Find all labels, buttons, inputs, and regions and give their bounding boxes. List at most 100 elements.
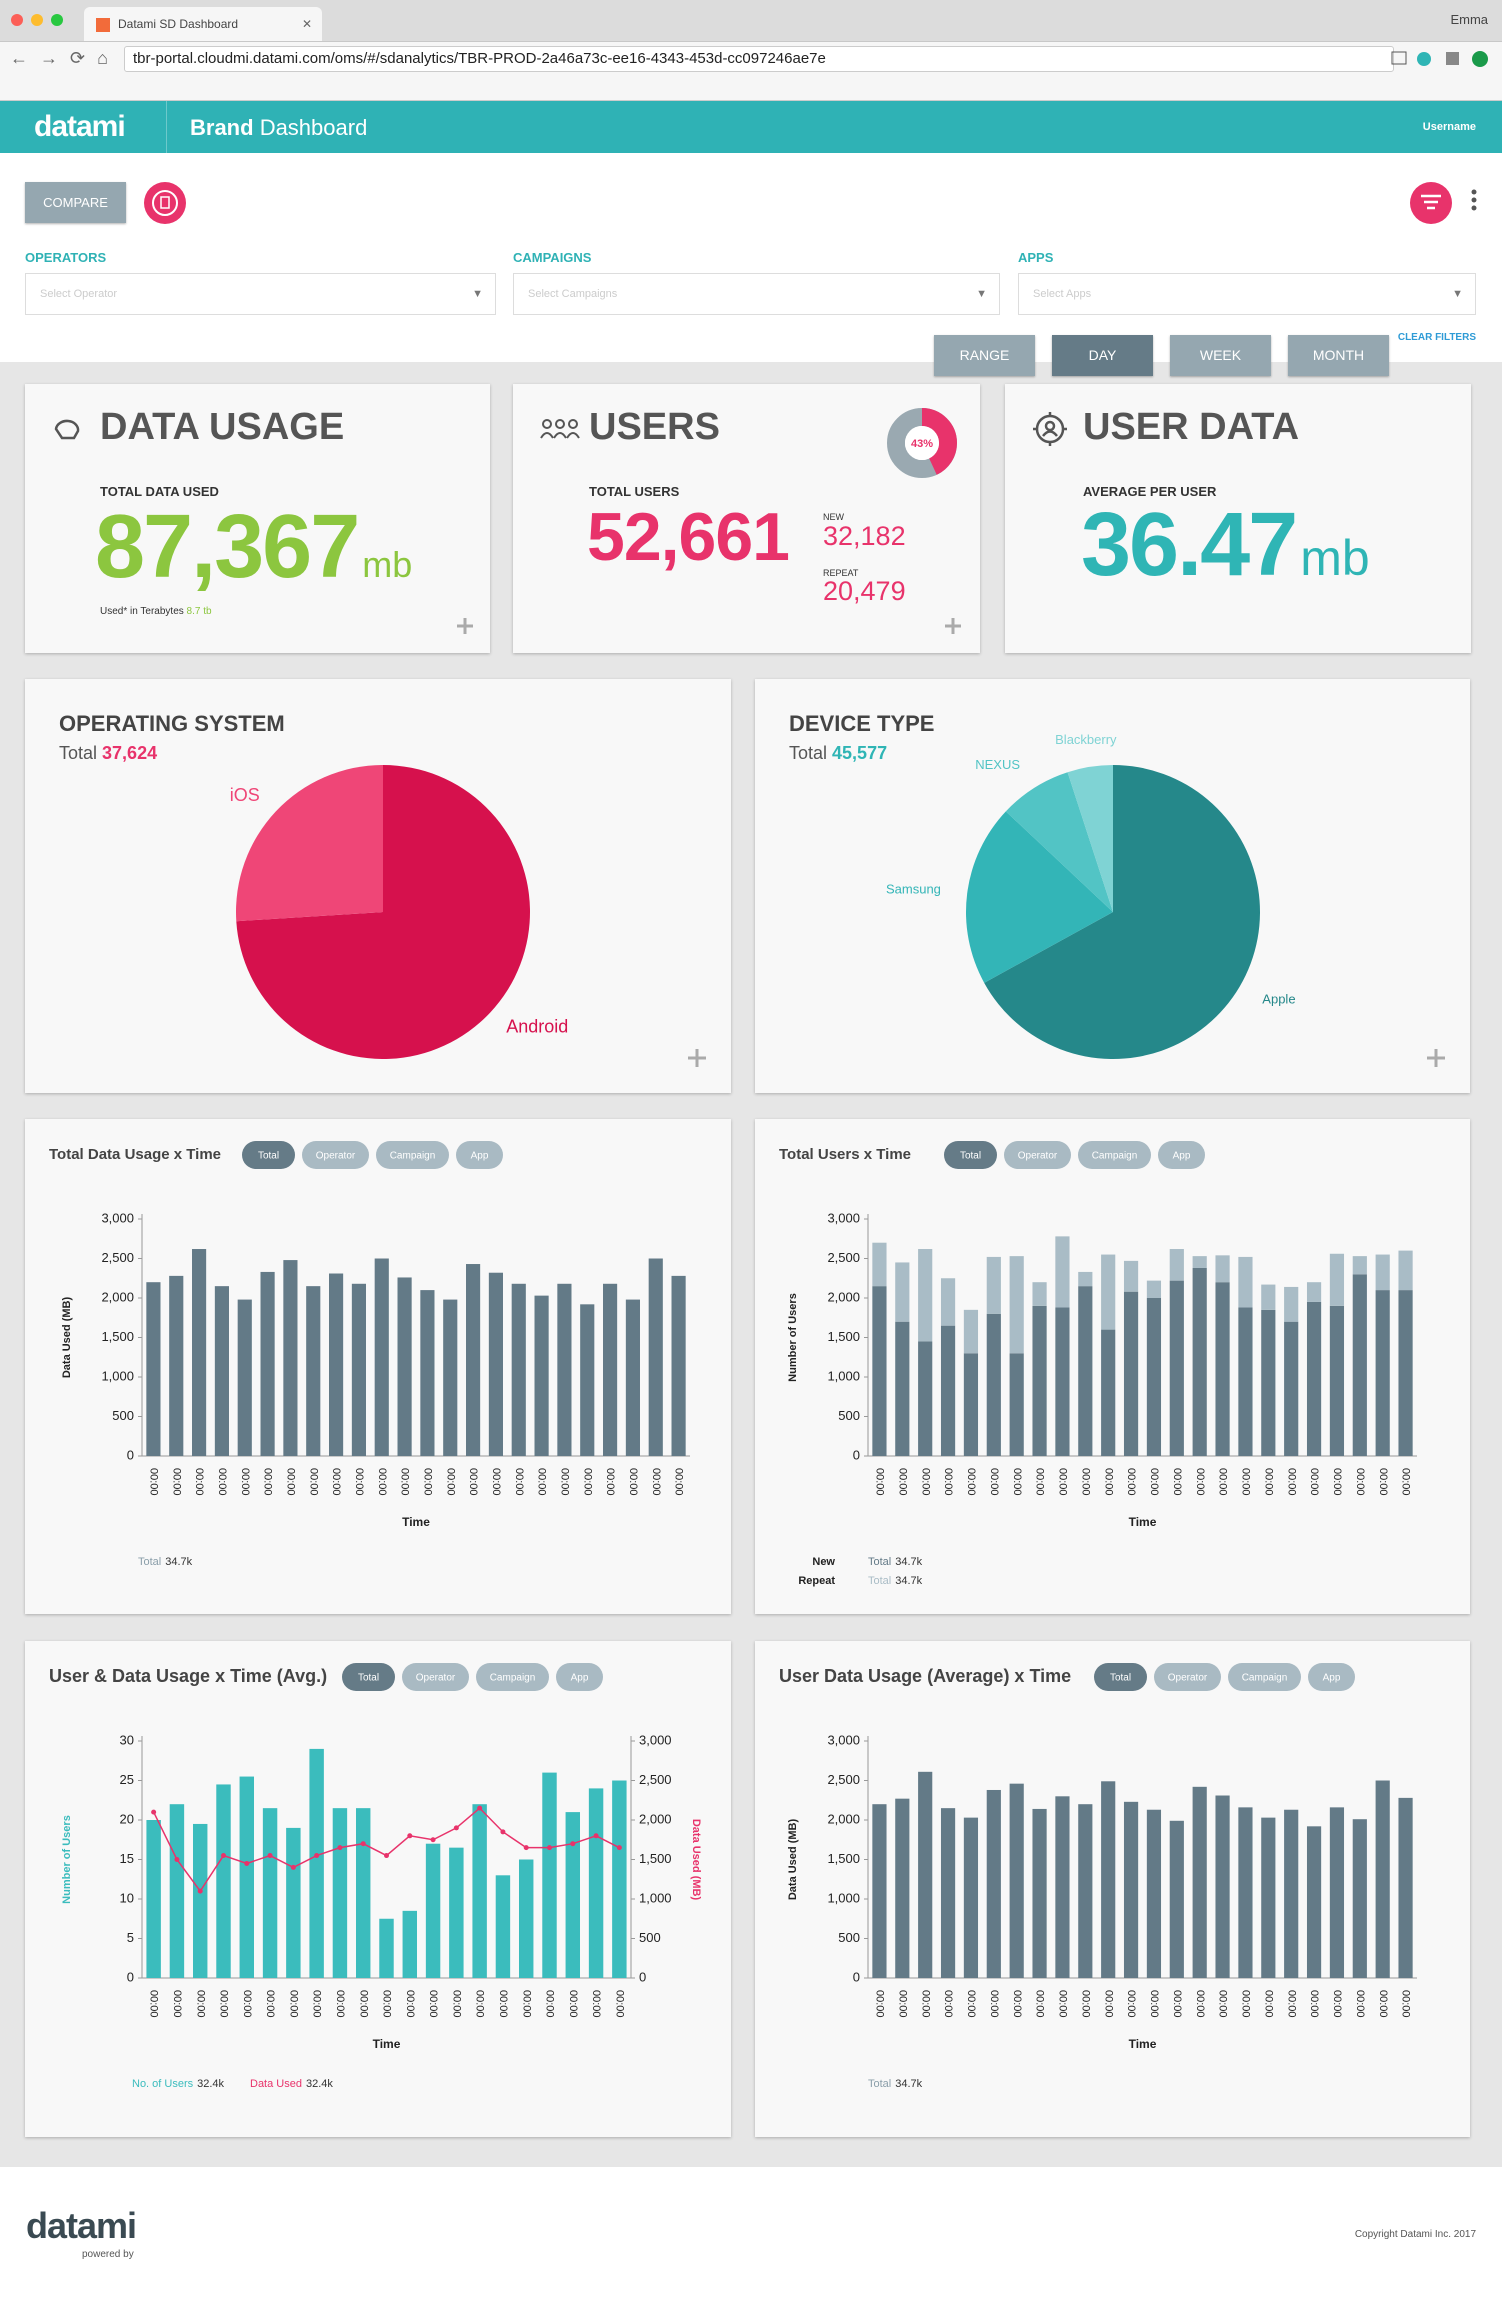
bar-segment (1169, 1249, 1184, 1281)
footer-logo: datami (26, 2205, 137, 2246)
x-tick-label: 00:00 (381, 1990, 393, 2018)
x-tick-label: 00:00 (497, 1990, 509, 2018)
filter-tab[interactable] (302, 1141, 369, 1169)
user-data-card: USER DATA AVERAGE PER USER 36.47mb (1005, 384, 1471, 653)
filter-tab[interactable] (944, 1141, 997, 1169)
x-tick-label: 00:00 (673, 1468, 685, 1496)
y2-tick-label: 0 (639, 1969, 646, 1984)
filter-select[interactable]: Select Operator ▼ (25, 273, 496, 315)
filter-icon[interactable] (1408, 180, 1454, 226)
line-point (244, 1860, 250, 1866)
donut-center (905, 426, 939, 460)
bar (1192, 1786, 1207, 1978)
filter-tab[interactable] (1228, 1663, 1301, 1691)
note-value: 8.7 tb (186, 606, 212, 617)
y-tick-label: 25 (120, 1772, 134, 1787)
window-controls (11, 14, 63, 26)
filter-tab[interactable] (1158, 1141, 1205, 1169)
bar-segment (1146, 1298, 1162, 1456)
filter-tab[interactable] (1094, 1663, 1147, 1691)
bar (542, 1772, 557, 1978)
kpi-note: Used* in Terabytes 8.7 tb (100, 606, 212, 617)
legend-value: 34.7k (895, 2078, 922, 2090)
logo[interactable]: datami (34, 110, 126, 143)
chart: Total Users x Time Total Operator Campaign A… (779, 1141, 1417, 1587)
filter-select[interactable]: Select Campaigns ▼ (513, 273, 1000, 315)
range-button[interactable]: WEEK (1170, 335, 1271, 376)
y2-tick-label: 2,000 (639, 1811, 672, 1826)
nav-buttons[interactable]: ←→⟳⌂ (10, 48, 120, 68)
x-tick-label: 00:00 (988, 1990, 1000, 2018)
expand-icon[interactable] (943, 616, 963, 636)
filter-tab[interactable] (242, 1141, 295, 1169)
filter-tab[interactable] (456, 1141, 503, 1169)
filter-select[interactable]: Select Apps ▼ (1018, 273, 1476, 315)
line-point (290, 1864, 296, 1870)
x-tick-label: 00:00 (148, 1990, 160, 2018)
bar-segment (963, 1353, 979, 1456)
y-tick-label: 2,000 (827, 1811, 860, 1826)
bar (214, 1286, 229, 1456)
bar (329, 1273, 344, 1456)
bar (1352, 1819, 1367, 1978)
y-tick-label: 3,000 (827, 1732, 860, 1747)
user-menu[interactable]: Username (1422, 121, 1476, 133)
bar (1055, 1796, 1070, 1978)
y-tick-label: 30 (120, 1732, 134, 1747)
expand-icon[interactable] (1427, 1049, 1445, 1067)
filter-tab[interactable] (1078, 1141, 1151, 1169)
line-point (523, 1845, 529, 1851)
browser-tab[interactable]: Datami SD Dashboard ✕ (84, 7, 322, 41)
expand-icon[interactable] (455, 616, 475, 636)
legend-label: No. of Users (132, 2078, 194, 2090)
x-tick-label: 00:00 (1079, 1468, 1091, 1496)
range-button[interactable]: MONTH (1288, 335, 1389, 376)
chart-title: User & Data Usage x Time (Avg.) (49, 1666, 327, 1686)
range-button[interactable]: DAY (1052, 335, 1153, 376)
x-tick-label: 00:00 (513, 1468, 525, 1496)
bar (239, 1776, 255, 1978)
bar (443, 1299, 458, 1456)
x-tick-label: 00:00 (1034, 1990, 1046, 2018)
toolbar: COMPARE RANGE DAY WEEK MONTH (0, 153, 1502, 376)
bar-segment (1306, 1301, 1322, 1456)
x-tick-label: 00:00 (1148, 1990, 1160, 2018)
filter-tab[interactable] (342, 1663, 395, 1691)
x-tick-label: 00:00 (1308, 1990, 1320, 2018)
y-tick-label: 1,500 (827, 1851, 860, 1866)
filter-tab[interactable] (376, 1141, 449, 1169)
x-tick-label: 00:00 (467, 1468, 479, 1496)
repeat-value: 20,479 (823, 576, 906, 606)
pie-title: OPERATING SYSTEM (59, 711, 285, 736)
y2-axis-label: Data Used (MB) (690, 1819, 702, 1901)
url-bar[interactable]: tbr-portal.cloudmi.datami.com/oms/#/sdan… (124, 46, 1394, 72)
x-tick-label: 00:00 (567, 1990, 579, 2018)
legend-entry: Total 34.7k (868, 2078, 923, 2090)
x-tick-label: 00:00 (650, 1468, 662, 1496)
compare-button[interactable]: COMPARE (25, 182, 126, 223)
range-button[interactable]: RANGE (934, 335, 1035, 376)
legend-value: 32.4k (306, 2078, 333, 2090)
more-menu[interactable] (1468, 186, 1480, 216)
x-tick-label: 00:00 (604, 1468, 616, 1496)
expand-icon[interactable] (688, 1049, 706, 1067)
pie-chart: DEVICE TYPE Total 45,577 Apple Samsung NEXUS B… (789, 711, 1445, 1067)
bar (402, 1910, 418, 1978)
filter-tab[interactable] (1004, 1141, 1071, 1169)
x-tick-label: 00:00 (330, 1468, 342, 1496)
filter-tab[interactable] (476, 1663, 549, 1691)
footer: datami powered by Copyright Datami Inc. … (0, 2167, 1502, 2299)
filter-label: APPS (1018, 250, 1054, 265)
bar-segment (1123, 1291, 1139, 1456)
filter-tab-label: Total (258, 1151, 279, 1162)
filter-tab[interactable] (1308, 1663, 1355, 1691)
legend-label: Total (868, 1556, 891, 1568)
filter-tab[interactable] (1154, 1663, 1221, 1691)
clear-filters[interactable]: CLEAR FILTERS (1397, 332, 1476, 343)
x-tick-label: 00:00 (241, 1990, 253, 2018)
compare-icon[interactable] (142, 180, 188, 226)
y2-tick-label: 1,500 (639, 1851, 672, 1866)
filter-tab[interactable] (402, 1663, 469, 1691)
filter-tab[interactable] (556, 1663, 603, 1691)
x-tick-label: 00:00 (311, 1990, 323, 2018)
